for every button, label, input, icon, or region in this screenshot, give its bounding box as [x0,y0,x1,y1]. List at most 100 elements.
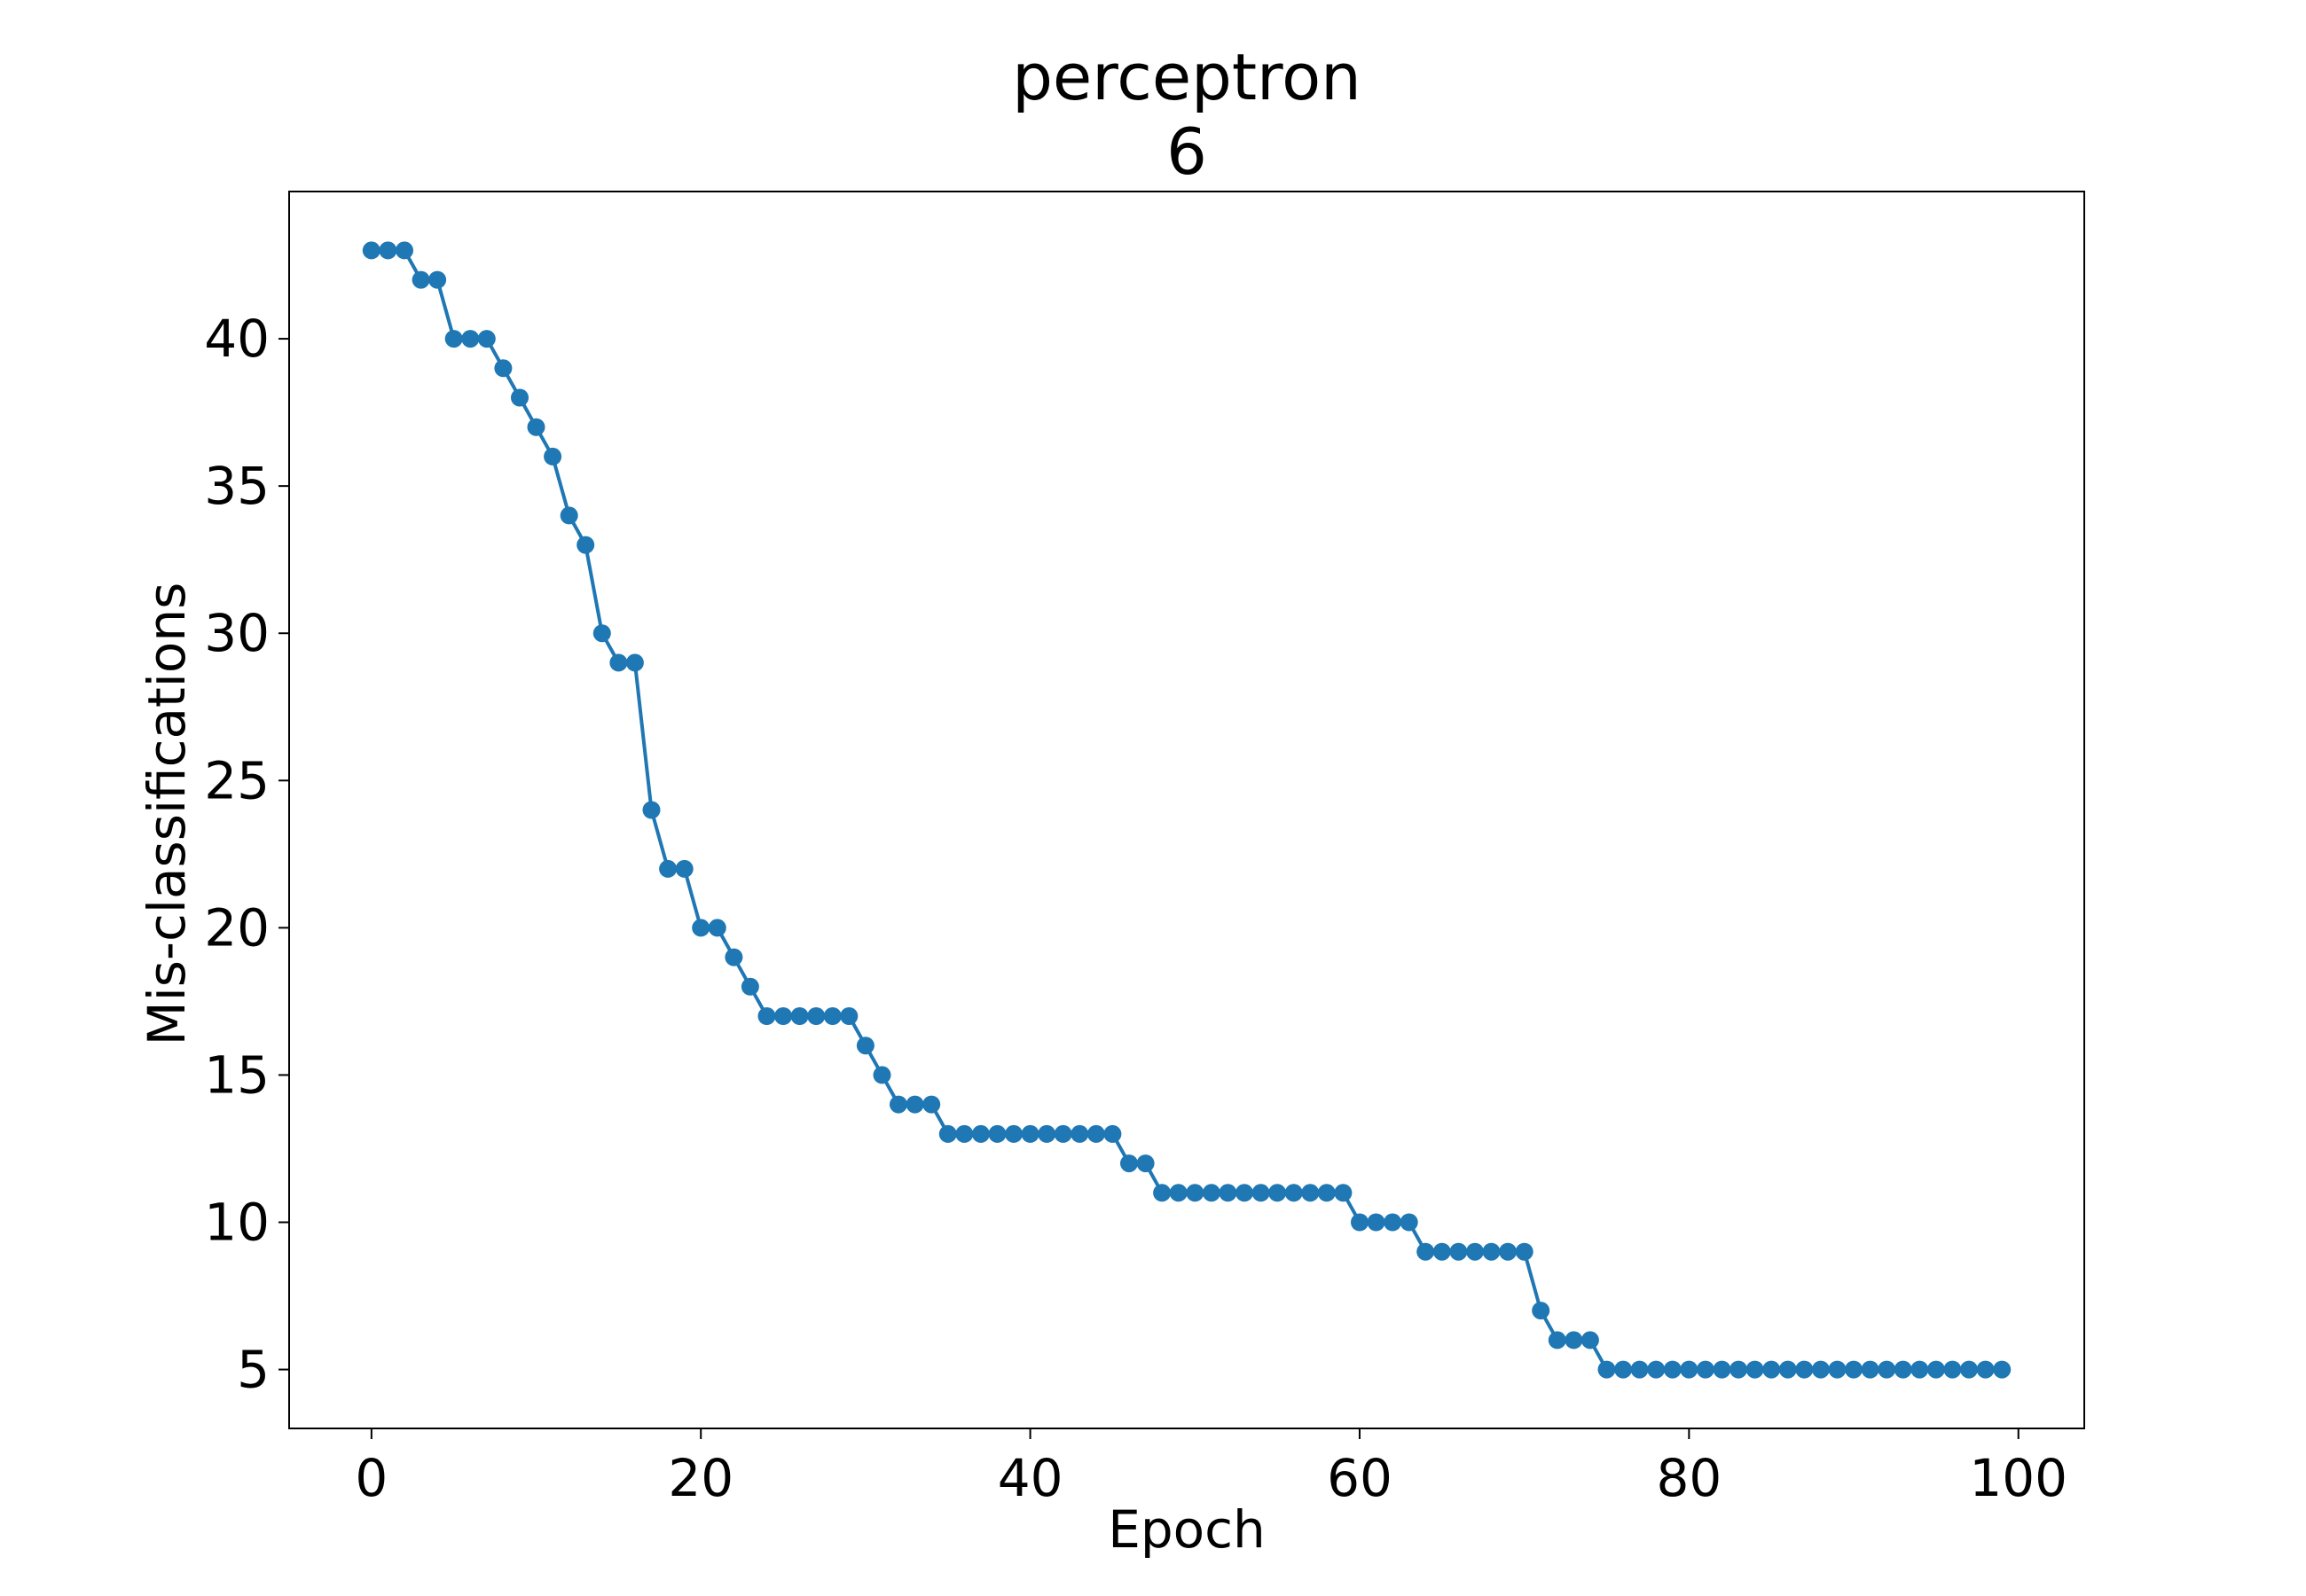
data-point [741,977,759,996]
y-tick-label: 15 [204,1044,270,1105]
data-point [1169,1184,1188,1202]
data-point [1219,1184,1237,1202]
data-point [1038,1124,1056,1143]
data-point [1432,1242,1451,1261]
data-point [1730,1360,1748,1379]
x-axis-label: Epoch [1108,1499,1266,1560]
data-point [1778,1360,1797,1379]
data-point [1186,1184,1204,1202]
data-point [757,1007,776,1025]
data-point [1828,1360,1847,1379]
data-point [1795,1360,1814,1379]
data-point [988,1124,1007,1143]
data-point [1136,1154,1155,1173]
data-point [1367,1213,1385,1232]
x-axis-ticks: 0 20 40 60 80 100 [355,1428,2067,1508]
data-point [1334,1184,1353,1202]
data-point [692,919,710,937]
data-point [971,1124,990,1143]
data-point [1811,1360,1830,1379]
y-tick-label: 35 [204,456,270,516]
data-point [560,506,578,525]
data-point [1663,1360,1682,1379]
data-point [840,1007,859,1025]
data-point [1317,1184,1336,1202]
data-point [428,270,447,289]
data-point [576,536,595,554]
data-point [1054,1124,1072,1143]
x-tick-label: 0 [355,1448,388,1508]
data-point [1926,1360,1945,1379]
data-point [1268,1184,1287,1202]
data-point [1565,1331,1583,1350]
data-point [1416,1242,1435,1261]
data-point [527,418,545,436]
y-tick-label: 30 [204,603,270,663]
data-point [1021,1124,1039,1143]
data-point [659,859,678,878]
data-point [1086,1124,1105,1143]
data-point [1005,1124,1023,1143]
data-point [625,653,644,672]
data-point [790,1007,809,1025]
y-tick-label: 20 [204,897,270,958]
data-point [807,1007,826,1025]
data-point [906,1095,924,1114]
y-axis-ticks: 5 10 15 20 25 30 35 40 [204,309,289,1400]
data-point [1532,1302,1550,1320]
data-point [609,653,628,672]
data-point [1103,1124,1122,1143]
data-point [1713,1360,1731,1379]
data-point [494,359,513,378]
y-tick-label: 5 [237,1340,270,1400]
data-point [642,801,661,819]
data-point [1745,1360,1764,1379]
data-point [1202,1184,1220,1202]
data-point [412,270,430,289]
data-point [1580,1331,1599,1350]
data-point [938,1124,957,1143]
plot-area [288,191,2085,1429]
data-point [1351,1213,1369,1232]
series-points [362,241,2012,1379]
data-point [1647,1360,1666,1379]
data-point [544,447,562,466]
data-point [955,1124,974,1143]
y-tick-label: 40 [204,309,270,369]
x-tick-label: 40 [998,1448,1063,1508]
data-point [477,330,496,348]
data-point [1301,1184,1320,1202]
data-point [1696,1360,1714,1379]
data-point [708,919,726,937]
data-point [1284,1184,1303,1202]
data-point [1762,1360,1781,1379]
data-point [592,624,611,643]
data-point [1597,1360,1616,1379]
x-tick-label: 100 [1969,1448,2067,1508]
data-point [1251,1184,1270,1202]
data-point [1071,1124,1089,1143]
data-point [823,1007,842,1025]
data-point [1482,1242,1501,1261]
data-point [444,330,463,348]
data-point [379,241,397,260]
data-point [1384,1213,1402,1232]
data-point [1515,1242,1533,1261]
data-point [396,241,413,260]
data-point [1153,1184,1172,1202]
data-point [1235,1184,1253,1202]
data-point [1499,1242,1518,1261]
data-point [362,241,380,260]
data-point [1878,1360,1896,1379]
y-axis-label: Mis-classifications [137,583,197,1046]
data-point [890,1095,907,1114]
data-point [1894,1360,1912,1379]
data-point [1548,1331,1566,1350]
data-point [1614,1360,1633,1379]
data-point [1400,1213,1418,1232]
y-tick-label: 10 [204,1193,270,1253]
data-point [1630,1360,1649,1379]
x-tick-label: 80 [1656,1448,1722,1508]
x-tick-label: 20 [668,1448,733,1508]
